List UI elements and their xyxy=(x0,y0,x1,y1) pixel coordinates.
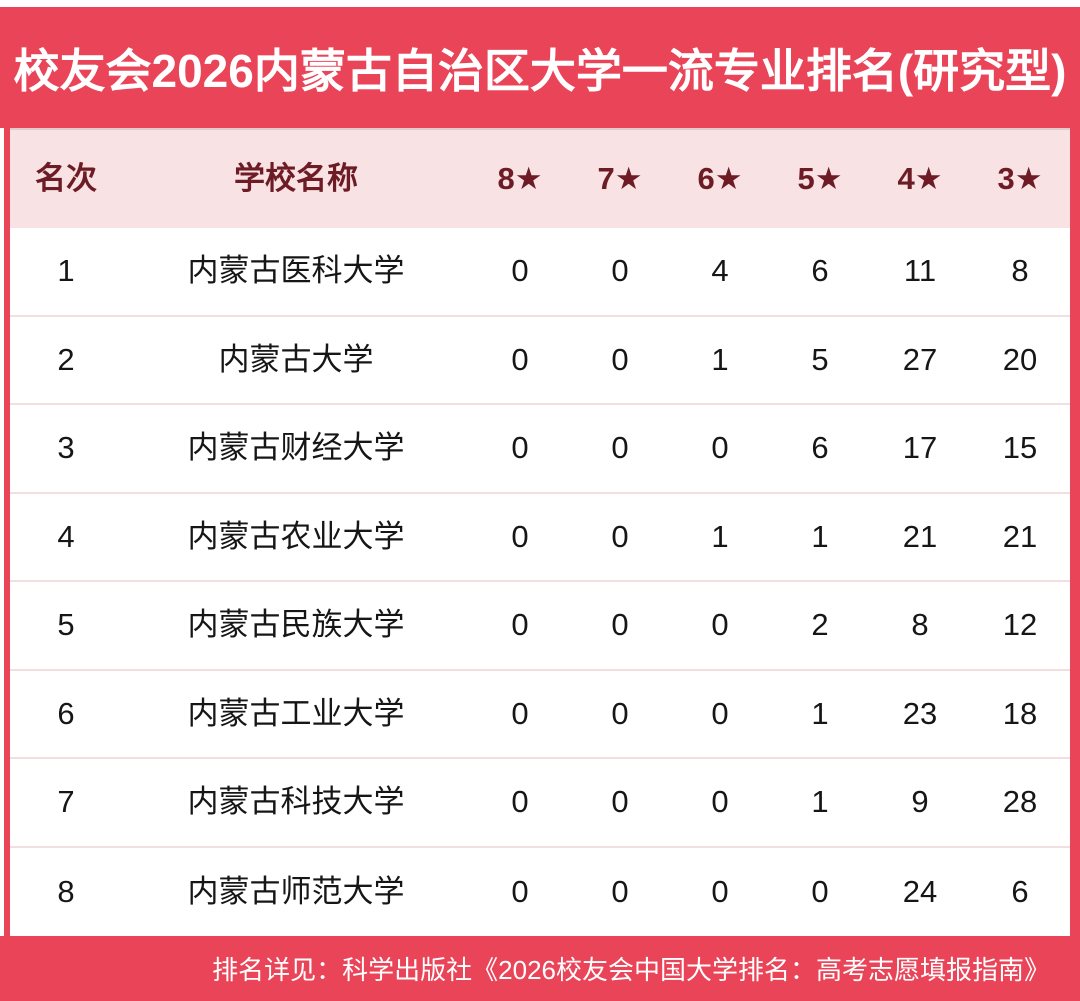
star-count-cell: 0 xyxy=(511,695,529,731)
star-count-cell: 28 xyxy=(1002,784,1038,820)
school-name-cell: 内蒙古工业大学 xyxy=(187,695,405,731)
star-count-cell: 0 xyxy=(711,873,729,909)
star-count-cell: 0 xyxy=(611,518,629,554)
star-count-cell: 21 xyxy=(902,518,938,554)
school-name-cell: 内蒙古医科大学 xyxy=(187,253,405,289)
school-name-cell: 内蒙古师范大学 xyxy=(187,873,405,909)
star-count-cell: 1 xyxy=(811,784,829,820)
star-count-cell: 18 xyxy=(1002,695,1038,731)
star-count-cell: 17 xyxy=(902,430,938,466)
column-header-8-star: 8★ xyxy=(497,160,543,196)
rank-cell: 4 xyxy=(57,518,75,554)
column-header-6-star: 6★ xyxy=(697,160,743,196)
school-name-cell: 内蒙古民族大学 xyxy=(187,607,405,643)
table-header-row: 名次 学校名称 8★ 7★ 6★ 5★ 4★ 3★ xyxy=(10,128,1070,228)
star-count-cell: 0 xyxy=(711,430,729,466)
star-count-cell: 6 xyxy=(811,253,829,289)
star-count-cell: 0 xyxy=(811,873,829,909)
star-count-cell: 20 xyxy=(1002,341,1038,377)
table-row: 5 内蒙古民族大学 0 0 0 2 8 12 xyxy=(10,582,1070,671)
star-count-cell: 1 xyxy=(711,341,729,377)
star-count-cell: 0 xyxy=(711,784,729,820)
star-count-cell: 0 xyxy=(511,784,529,820)
star-count-cell: 21 xyxy=(1002,518,1038,554)
star-count-cell: 0 xyxy=(611,430,629,466)
star-count-cell: 27 xyxy=(902,341,938,377)
star-count-cell: 0 xyxy=(511,341,529,377)
star-count-cell: 2 xyxy=(811,607,829,643)
school-name-cell: 内蒙古大学 xyxy=(218,341,374,377)
column-header-4-star: 4★ xyxy=(897,160,943,196)
table-row: 3 内蒙古财经大学 0 0 0 6 17 15 xyxy=(10,405,1070,494)
star-count-cell: 1 xyxy=(711,518,729,554)
table-body: 1 内蒙古医科大学 0 0 4 6 11 8 2 内蒙古大学 0 0 1 5 27 20 3 内蒙古财经大学 0 0 0… xyxy=(10,228,1070,936)
star-count-cell: 0 xyxy=(511,607,529,643)
table-row: 6 内蒙古工业大学 0 0 0 1 23 18 xyxy=(10,671,1070,759)
star-count-cell: 11 xyxy=(903,253,937,289)
star-count-cell: 0 xyxy=(611,253,629,289)
star-count-cell: 4 xyxy=(711,253,729,289)
rank-cell: 5 xyxy=(57,607,75,643)
column-header-school: 学校名称 xyxy=(234,160,358,196)
star-count-cell: 1 xyxy=(811,695,829,731)
star-count-cell: 24 xyxy=(902,873,938,909)
star-count-cell: 8 xyxy=(1011,253,1029,289)
column-header-5-star: 5★ xyxy=(797,160,843,196)
star-count-cell: 0 xyxy=(611,607,629,643)
page-title: 校友会2026内蒙古自治区大学一流专业排名(研究型) xyxy=(13,44,1067,97)
star-count-cell: 0 xyxy=(511,430,529,466)
star-count-cell: 0 xyxy=(511,873,529,909)
rank-cell: 6 xyxy=(57,695,75,731)
star-count-cell: 15 xyxy=(1002,430,1038,466)
school-name-cell: 内蒙古农业大学 xyxy=(187,518,405,554)
rank-cell: 2 xyxy=(57,341,75,377)
table-row: 8 内蒙古师范大学 0 0 0 0 24 6 xyxy=(10,848,1070,937)
column-header-7-star: 7★ xyxy=(597,160,643,196)
table-row: 4 内蒙古农业大学 0 0 1 1 21 21 xyxy=(10,494,1070,582)
school-name-cell: 内蒙古科技大学 xyxy=(187,784,405,820)
star-count-cell: 0 xyxy=(611,341,629,377)
star-count-cell: 0 xyxy=(611,695,629,731)
star-count-cell: 0 xyxy=(611,873,629,909)
star-count-cell: 6 xyxy=(811,430,829,466)
rank-cell: 8 xyxy=(57,873,75,909)
star-count-cell: 0 xyxy=(511,518,529,554)
rank-cell: 1 xyxy=(57,253,75,289)
star-count-cell: 12 xyxy=(1002,607,1038,643)
star-count-cell: 0 xyxy=(511,253,529,289)
star-count-cell: 0 xyxy=(711,695,729,731)
star-count-cell: 8 xyxy=(911,607,929,643)
star-count-cell: 1 xyxy=(811,518,829,554)
column-header-rank: 名次 xyxy=(35,160,97,196)
school-name-cell: 内蒙古财经大学 xyxy=(187,430,405,466)
star-count-cell: 5 xyxy=(811,341,829,377)
table-row: 2 内蒙古大学 0 0 1 5 27 20 xyxy=(10,317,1070,405)
rank-cell: 7 xyxy=(57,784,75,820)
star-count-cell: 0 xyxy=(611,784,629,820)
footer-note: 排名详见：科学出版社《2026校友会中国大学排名：高考志愿填报指南》 xyxy=(212,955,1050,985)
star-count-cell: 9 xyxy=(911,784,929,820)
table-row: 1 内蒙古医科大学 0 0 4 6 11 8 xyxy=(10,228,1070,317)
left-page-margin xyxy=(0,128,4,936)
column-header-3-star: 3★ xyxy=(997,160,1043,196)
star-count-cell: 0 xyxy=(711,607,729,643)
ranking-card: 校友会2026内蒙古自治区大学一流专业排名(研究型) 名次 学校名称 8★ 7★ 6★ 5… xyxy=(0,7,1080,1001)
rank-cell: 3 xyxy=(57,430,75,466)
star-count-cell: 6 xyxy=(1011,873,1029,909)
star-count-cell: 23 xyxy=(902,695,938,731)
table-row: 7 内蒙古科技大学 0 0 0 1 9 28 xyxy=(10,759,1070,848)
